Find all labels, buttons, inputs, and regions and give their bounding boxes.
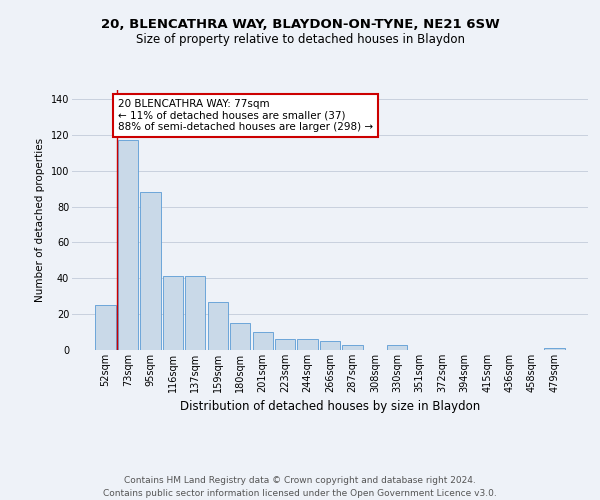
Bar bbox=[320, 341, 340, 350]
Bar bbox=[275, 339, 295, 350]
Bar bbox=[163, 276, 183, 350]
Text: 20 BLENCATHRA WAY: 77sqm
← 11% of detached houses are smaller (37)
88% of semi-d: 20 BLENCATHRA WAY: 77sqm ← 11% of detach… bbox=[118, 99, 373, 132]
Text: 20, BLENCATHRA WAY, BLAYDON-ON-TYNE, NE21 6SW: 20, BLENCATHRA WAY, BLAYDON-ON-TYNE, NE2… bbox=[101, 18, 499, 30]
Bar bbox=[544, 348, 565, 350]
Text: Contains HM Land Registry data © Crown copyright and database right 2024.
Contai: Contains HM Land Registry data © Crown c… bbox=[103, 476, 497, 498]
Bar bbox=[253, 332, 273, 350]
Bar bbox=[298, 339, 317, 350]
Text: Size of property relative to detached houses in Blaydon: Size of property relative to detached ho… bbox=[136, 32, 464, 46]
Bar bbox=[387, 344, 407, 350]
Bar bbox=[208, 302, 228, 350]
Bar bbox=[230, 323, 250, 350]
Bar bbox=[185, 276, 205, 350]
Y-axis label: Number of detached properties: Number of detached properties bbox=[35, 138, 45, 302]
Bar bbox=[140, 192, 161, 350]
X-axis label: Distribution of detached houses by size in Blaydon: Distribution of detached houses by size … bbox=[180, 400, 480, 413]
Bar bbox=[343, 344, 362, 350]
Bar bbox=[118, 140, 138, 350]
Bar bbox=[95, 305, 116, 350]
